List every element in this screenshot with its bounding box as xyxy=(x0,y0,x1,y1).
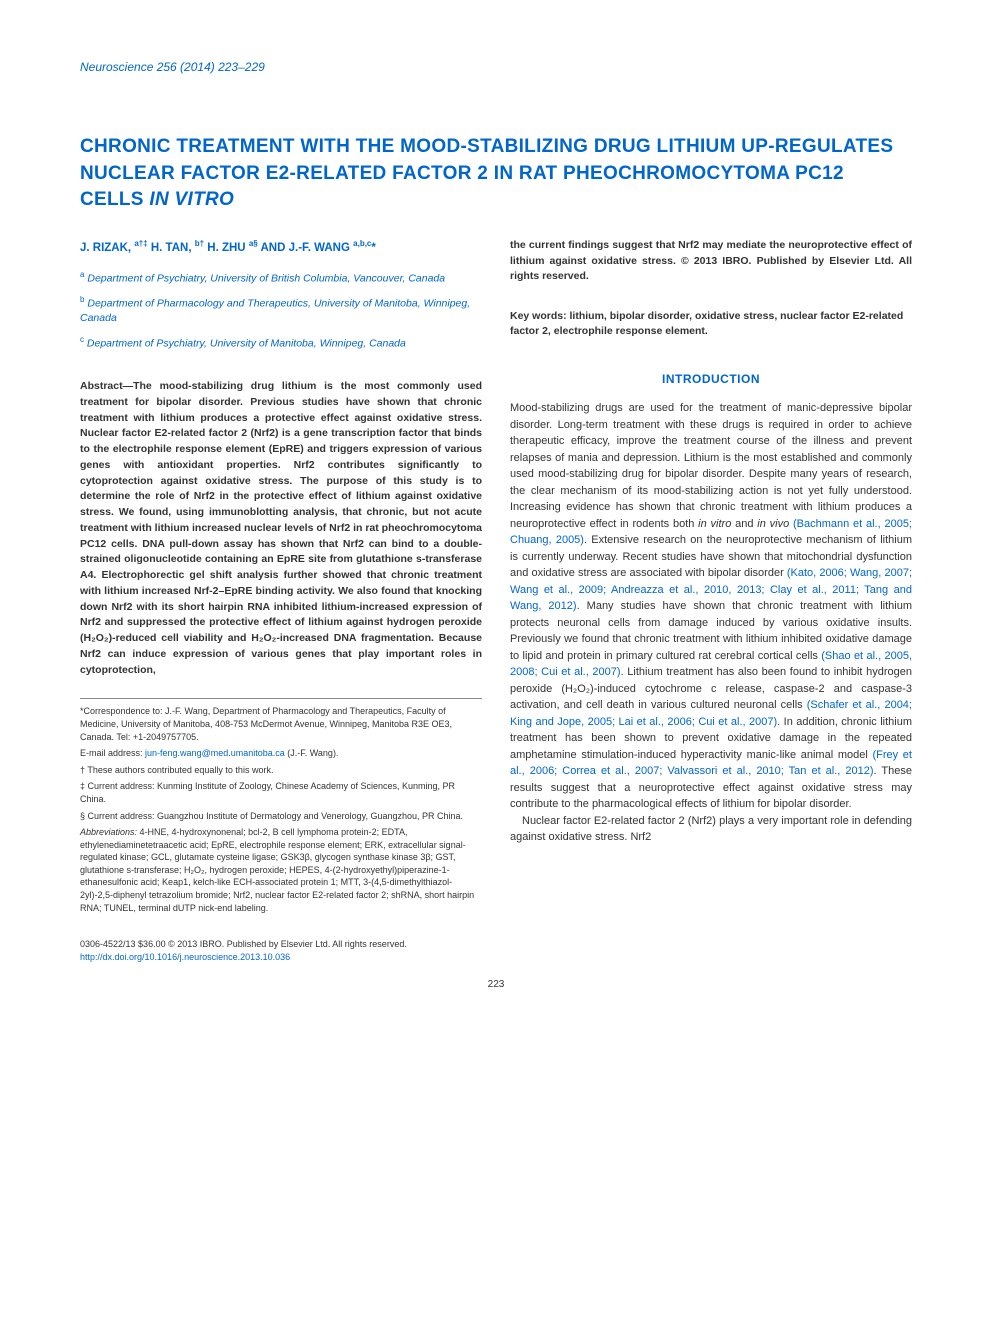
affiliation-a: a Department of Psychiatry, University o… xyxy=(80,269,482,286)
abbrev-label: Abbreviations: xyxy=(80,827,137,837)
left-column: J. RIZAK, a†‡ H. TAN, b† H. ZHU a§ AND J… xyxy=(80,238,482,918)
right-column: the current findings suggest that Nrf2 m… xyxy=(510,238,912,918)
affil-text: Department of Pharmacology and Therapeut… xyxy=(80,298,470,325)
in-vitro: in vitro xyxy=(698,518,731,530)
email-suffix: (J.-F. Wang). xyxy=(285,748,339,758)
affiliations: a Department of Psychiatry, University o… xyxy=(80,269,482,351)
footnotes: *Correspondence to: J.-F. Wang, Departme… xyxy=(80,698,482,914)
affiliation-b: b Department of Pharmacology and Therape… xyxy=(80,294,482,326)
affil-sup: c xyxy=(80,335,84,344)
affiliation-c: c Department of Psychiatry, University o… xyxy=(80,334,482,351)
abbrev-text: 4-HNE, 4-hydroxynonenal; bcl-2, B cell l… xyxy=(80,827,474,913)
abstract-right: the current findings suggest that Nrf2 m… xyxy=(510,238,912,285)
address-note-2: § Current address: Guangzhou Institute o… xyxy=(80,810,482,823)
intro-text: and xyxy=(731,518,757,530)
introduction-body: Mood-stabilizing drugs are used for the … xyxy=(510,400,912,846)
contrib-note: † These authors contributed equally to t… xyxy=(80,764,482,777)
title-italic: IN VITRO xyxy=(149,189,234,210)
introduction-heading: INTRODUCTION xyxy=(510,370,912,388)
affil-text: Department of Psychiatry, University of … xyxy=(87,272,445,284)
doi-link[interactable]: http://dx.doi.org/10.1016/j.neuroscience… xyxy=(80,951,912,964)
keywords: Key words: lithium, bipolar disorder, ox… xyxy=(510,309,912,338)
email-address[interactable]: jun-feng.wang@med.umanitoba.ca xyxy=(145,748,285,758)
copyright-line: 0306-4522/13 $36.00 © 2013 IBRO. Publish… xyxy=(80,938,912,951)
journal-reference: Neuroscience 256 (2014) 223–229 xyxy=(80,60,912,74)
page-number: 223 xyxy=(80,979,912,990)
in-vivo: in vivo xyxy=(757,518,789,530)
email-label: E-mail address: xyxy=(80,748,145,758)
intro-paragraph-1: Mood-stabilizing drugs are used for the … xyxy=(510,400,912,813)
address-note-1: ‡ Current address: Kunming Institute of … xyxy=(80,780,482,805)
affil-sup: a xyxy=(80,270,84,279)
abbreviations: Abbreviations: 4-HNE, 4-hydroxynonenal; … xyxy=(80,826,482,914)
intro-paragraph-2: Nuclear factor E2-related factor 2 (Nrf2… xyxy=(510,813,912,846)
intro-text: Mood-stabilizing drugs are used for the … xyxy=(510,402,912,530)
two-column-layout: J. RIZAK, a†‡ H. TAN, b† H. ZHU a§ AND J… xyxy=(80,238,912,918)
author-list: J. RIZAK, a†‡ H. TAN, b† H. ZHU a§ AND J… xyxy=(80,238,482,257)
abstract-left: Abstract—The mood-stabilizing drug lithi… xyxy=(80,379,482,678)
email-line: E-mail address: jun-feng.wang@med.umanit… xyxy=(80,747,482,760)
bottom-bar: 0306-4522/13 $36.00 © 2013 IBRO. Publish… xyxy=(80,938,912,963)
article-title: CHRONIC TREATMENT WITH THE MOOD-STABILIZ… xyxy=(80,134,912,214)
correspondence-note: *Correspondence to: J.-F. Wang, Departme… xyxy=(80,705,482,743)
affil-text: Department of Psychiatry, University of … xyxy=(87,337,406,349)
affil-sup: b xyxy=(80,295,84,304)
